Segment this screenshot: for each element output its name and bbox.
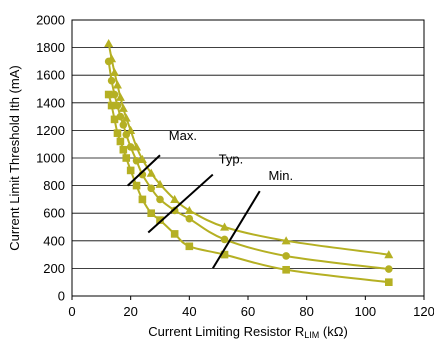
y-tick-label-200: 200 bbox=[43, 261, 65, 276]
point-typ-4 bbox=[116, 112, 125, 121]
point-min-10 bbox=[147, 209, 155, 217]
y-axis-title: Current Limit Threshold Ith (mA) bbox=[7, 65, 22, 250]
point-typ-5 bbox=[119, 121, 128, 129]
point-max-8 bbox=[132, 142, 142, 151]
y-tick-label-800: 800 bbox=[43, 178, 65, 193]
point-min-12 bbox=[170, 230, 179, 238]
point-typ-15 bbox=[282, 252, 290, 260]
point-max-0 bbox=[104, 38, 114, 48]
y-tick-label-2000: 2000 bbox=[36, 13, 65, 28]
annotation-label-typ: Typ. bbox=[219, 152, 244, 167]
x-tick-label-0: 0 bbox=[68, 304, 75, 319]
point-min-1 bbox=[107, 101, 116, 110]
x-tick-label-120: 120 bbox=[413, 304, 434, 319]
point-typ-6 bbox=[122, 130, 131, 139]
point-max-11 bbox=[155, 179, 165, 188]
point-max-6 bbox=[121, 113, 131, 122]
point-min-9 bbox=[138, 195, 147, 204]
point-min-7 bbox=[126, 166, 135, 175]
y-tick-label-1000: 1000 bbox=[36, 151, 65, 166]
y-tick-label-0: 0 bbox=[58, 289, 65, 304]
point-typ-16 bbox=[385, 265, 393, 273]
point-typ-2 bbox=[110, 90, 119, 99]
annotation-label-max: Max. bbox=[169, 128, 197, 143]
y-tick-label-1800: 1800 bbox=[36, 40, 65, 55]
point-typ-13 bbox=[185, 214, 194, 223]
x-tick-label-100: 100 bbox=[354, 304, 376, 319]
x-tick-label-60: 60 bbox=[241, 304, 255, 319]
point-max-5 bbox=[118, 103, 128, 112]
point-min-3 bbox=[113, 129, 122, 137]
y-tick-label-1200: 1200 bbox=[36, 123, 65, 138]
point-typ-14 bbox=[220, 235, 229, 244]
point-min-5 bbox=[119, 145, 128, 154]
x-tick-label-40: 40 bbox=[182, 304, 196, 319]
annotation-label-min: Min. bbox=[269, 168, 294, 183]
point-max-2 bbox=[110, 67, 120, 77]
point-max-4 bbox=[115, 92, 125, 101]
y-tick-label-600: 600 bbox=[43, 206, 65, 221]
y-tick-label-1600: 1600 bbox=[36, 68, 65, 83]
point-typ-0 bbox=[104, 57, 113, 66]
y-tick-label-400: 400 bbox=[43, 233, 65, 248]
point-min-4 bbox=[116, 137, 125, 146]
point-max-15 bbox=[281, 236, 291, 245]
point-max-3 bbox=[112, 80, 122, 89]
x-tick-label-20: 20 bbox=[123, 304, 137, 319]
x-tick-label-80: 80 bbox=[299, 304, 313, 319]
y-tick-label-1400: 1400 bbox=[36, 95, 65, 110]
annotation-line-max bbox=[127, 154, 161, 187]
point-typ-12 bbox=[170, 206, 179, 215]
point-max-16 bbox=[384, 250, 394, 259]
point-min-15 bbox=[282, 265, 290, 274]
point-min-14 bbox=[220, 250, 229, 259]
point-typ-1 bbox=[107, 76, 116, 85]
point-min-13 bbox=[185, 242, 194, 251]
point-min-8 bbox=[132, 181, 141, 190]
point-typ-11 bbox=[156, 195, 164, 204]
point-typ-8 bbox=[132, 156, 141, 165]
point-min-16 bbox=[385, 278, 393, 286]
point-max-12 bbox=[170, 194, 180, 203]
point-min-0 bbox=[104, 90, 113, 99]
point-typ-3 bbox=[113, 101, 122, 110]
point-min-11 bbox=[156, 216, 164, 224]
point-typ-7 bbox=[126, 143, 135, 151]
annotation-line-typ bbox=[147, 173, 214, 234]
point-max-13 bbox=[184, 205, 194, 215]
point-min-6 bbox=[122, 154, 131, 162]
point-min-2 bbox=[110, 115, 119, 124]
point-typ-10 bbox=[147, 184, 155, 193]
point-max-10 bbox=[146, 168, 156, 177]
annotation-line-min bbox=[211, 190, 261, 269]
point-max-14 bbox=[220, 222, 230, 231]
x-axis-title: Current Limiting Resistor RLIM (kΩ) bbox=[148, 324, 348, 340]
